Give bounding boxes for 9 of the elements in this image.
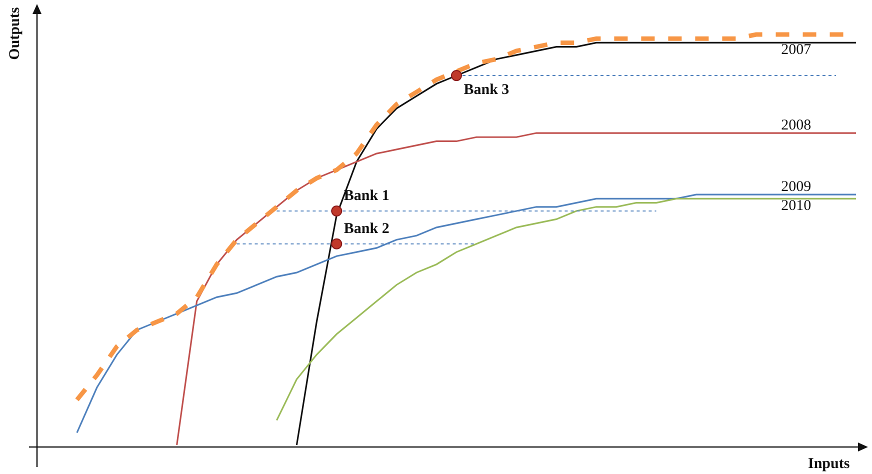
series-label: Bank 2 <box>344 220 390 237</box>
series-label: Bank 1 <box>344 188 390 204</box>
y-axis-title: Outputs <box>7 7 24 60</box>
series-label: 2010 <box>781 198 812 214</box>
series-label: 2008 <box>781 117 812 134</box>
series-label: 2009 <box>781 178 812 195</box>
series-label: Bank 3 <box>464 82 510 98</box>
series-label: 2007 <box>781 42 812 58</box>
x-axis-title: Inputs <box>808 456 850 472</box>
